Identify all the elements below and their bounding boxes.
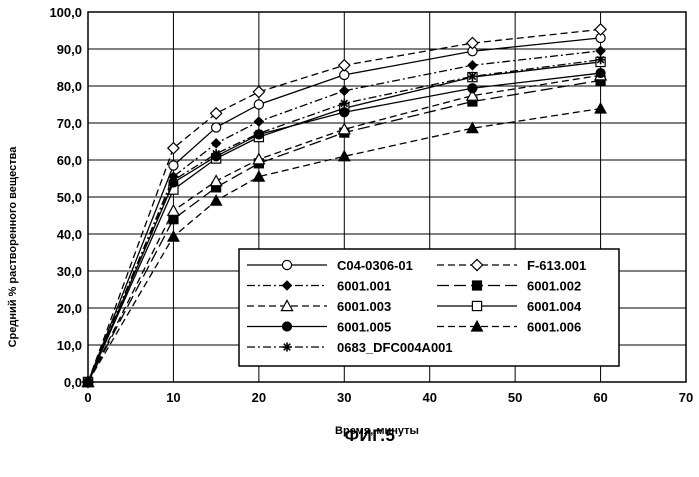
data-point xyxy=(83,377,93,387)
data-point xyxy=(467,71,478,81)
data-point xyxy=(166,141,180,155)
legend-label: C04-0306-01 xyxy=(337,258,413,273)
legend-label: 6001.006 xyxy=(527,320,581,335)
data-point xyxy=(339,107,350,118)
data-point xyxy=(470,258,484,272)
data-point xyxy=(337,122,351,135)
y-tick-label: 70,0 xyxy=(57,116,82,131)
data-point xyxy=(465,88,480,101)
legend-label: F-613.001 xyxy=(527,258,586,273)
data-point xyxy=(168,175,179,185)
data-point xyxy=(470,319,484,332)
data-point xyxy=(168,160,179,171)
data-point xyxy=(465,36,479,50)
series-0683-dfc004a001 xyxy=(83,55,606,387)
y-tick-label: 10,0 xyxy=(57,338,82,353)
data-point xyxy=(465,121,479,134)
data-point xyxy=(168,214,179,225)
figure-caption: ФИГ.5 xyxy=(344,426,396,445)
y-tick-label: 80,0 xyxy=(57,79,82,94)
data-point xyxy=(252,170,266,182)
data-point xyxy=(253,116,265,127)
x-tick-label: 20 xyxy=(252,390,266,405)
legend: C04-0306-01 F-613.001 6001.001 6001.002 6001… xyxy=(238,248,620,367)
x-tick-label: 70 xyxy=(679,390,693,405)
data-point xyxy=(282,342,292,352)
data-point xyxy=(338,85,350,97)
data-point xyxy=(209,174,223,187)
data-point xyxy=(252,152,266,165)
x-axis-title: Время, минуты xyxy=(335,425,419,437)
data-point xyxy=(281,321,293,332)
y-tick-label: 50,0 xyxy=(57,190,82,205)
data-point xyxy=(595,45,606,57)
asterisk-stroke xyxy=(283,343,291,351)
asterisk-stroke xyxy=(340,99,349,108)
x-tick-label: 10 xyxy=(166,390,180,405)
data-point xyxy=(471,300,483,312)
x-tick-label: 0 xyxy=(84,390,91,405)
data-point xyxy=(467,83,478,94)
y-tick-label: 100,0 xyxy=(49,5,82,20)
asterisk-stroke xyxy=(212,149,220,158)
data-point xyxy=(209,106,223,120)
data-point xyxy=(594,101,608,114)
asterisk-stroke xyxy=(596,55,605,64)
x-tick-label: 40 xyxy=(422,390,436,405)
data-point xyxy=(252,85,266,99)
data-point xyxy=(253,99,265,110)
legend-label: 0683_DFC004A001 xyxy=(337,340,453,355)
data-point xyxy=(166,229,180,242)
data-point xyxy=(471,280,483,291)
data-point xyxy=(209,194,223,206)
data-point xyxy=(211,149,221,159)
asterisk-stroke xyxy=(468,72,477,81)
data-point xyxy=(595,55,606,65)
asterisk-stroke xyxy=(84,378,92,386)
y-tick-label: 60,0 xyxy=(57,153,82,168)
data-point xyxy=(339,98,349,108)
y-tick-label: 0,0 xyxy=(64,375,82,390)
data-point xyxy=(280,299,294,312)
data-point xyxy=(281,259,293,271)
x-tick-label: 50 xyxy=(508,390,522,405)
legend-label: 6001.004 xyxy=(527,299,582,314)
y-tick-label: 30,0 xyxy=(57,264,82,279)
x-tick-label: 60 xyxy=(593,390,607,405)
legend-label: 6001.002 xyxy=(527,279,581,294)
data-point xyxy=(254,128,264,138)
data-point xyxy=(210,138,222,149)
data-point xyxy=(281,280,293,291)
asterisk-stroke xyxy=(169,176,178,185)
data-point xyxy=(337,149,351,162)
y-tick-label: 20,0 xyxy=(57,301,82,316)
data-point xyxy=(467,59,478,71)
legend-label: 6001.003 xyxy=(337,299,391,314)
data-point xyxy=(166,203,181,216)
plot-frame xyxy=(87,11,687,383)
data-point xyxy=(594,22,608,36)
y-tick-label: 40,0 xyxy=(57,227,82,242)
data-point xyxy=(337,58,351,72)
grid-lines xyxy=(87,11,687,383)
asterisk-stroke xyxy=(255,129,263,138)
legend-label: 6001.005 xyxy=(337,320,391,335)
legend-label: 6001.001 xyxy=(337,279,391,294)
data-point xyxy=(595,67,606,79)
y-tick-label: 90,0 xyxy=(57,42,82,57)
data-point xyxy=(210,122,222,133)
x-tick-label: 30 xyxy=(337,390,351,405)
y-axis-title: Средний % растворенного вещества xyxy=(7,146,19,348)
series-group xyxy=(81,22,608,389)
